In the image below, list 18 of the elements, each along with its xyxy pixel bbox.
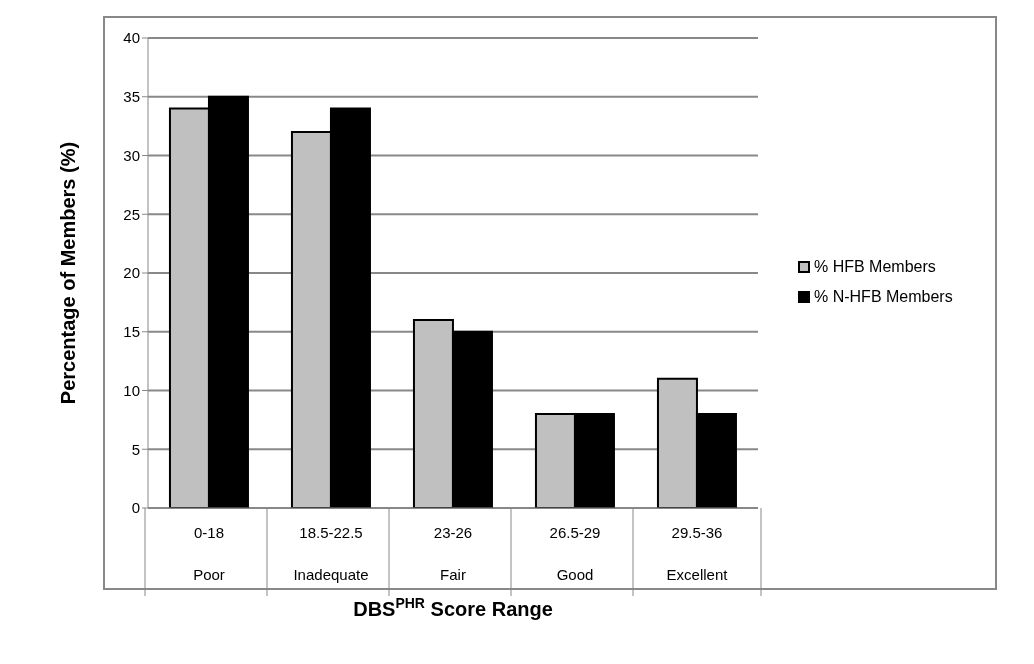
y-tick-label: 5 <box>131 440 140 458</box>
category-label: 29.5-36 Excellent <box>666 524 728 583</box>
y-axis-title: Percentage of Members (%) <box>57 141 80 405</box>
category-label: 23-26 Fair <box>433 524 473 583</box>
y-tick-label: 20 <box>123 264 140 282</box>
y-tick-label: 25 <box>123 205 140 223</box>
y-tick-label: 35 <box>123 88 140 106</box>
legend-label: % HFB Members <box>814 258 936 276</box>
category-label: 26.5-29 Good <box>549 524 601 583</box>
x-axis-title: DBS$^{PHR}$ Score Range <box>353 595 553 620</box>
y-tick-label: 15 <box>123 323 140 341</box>
y-tick-label: 10 <box>123 381 140 399</box>
legend-label: % N-HFB Members <box>814 288 953 306</box>
y-tick-label: 40 <box>123 29 140 47</box>
y-tick-label: 0 <box>131 499 140 517</box>
category-label: 0-18 Poor <box>193 524 225 583</box>
y-tick-label: 30 <box>123 146 140 164</box>
category-label: 18.5-22.5 Inadequate <box>293 524 369 583</box>
